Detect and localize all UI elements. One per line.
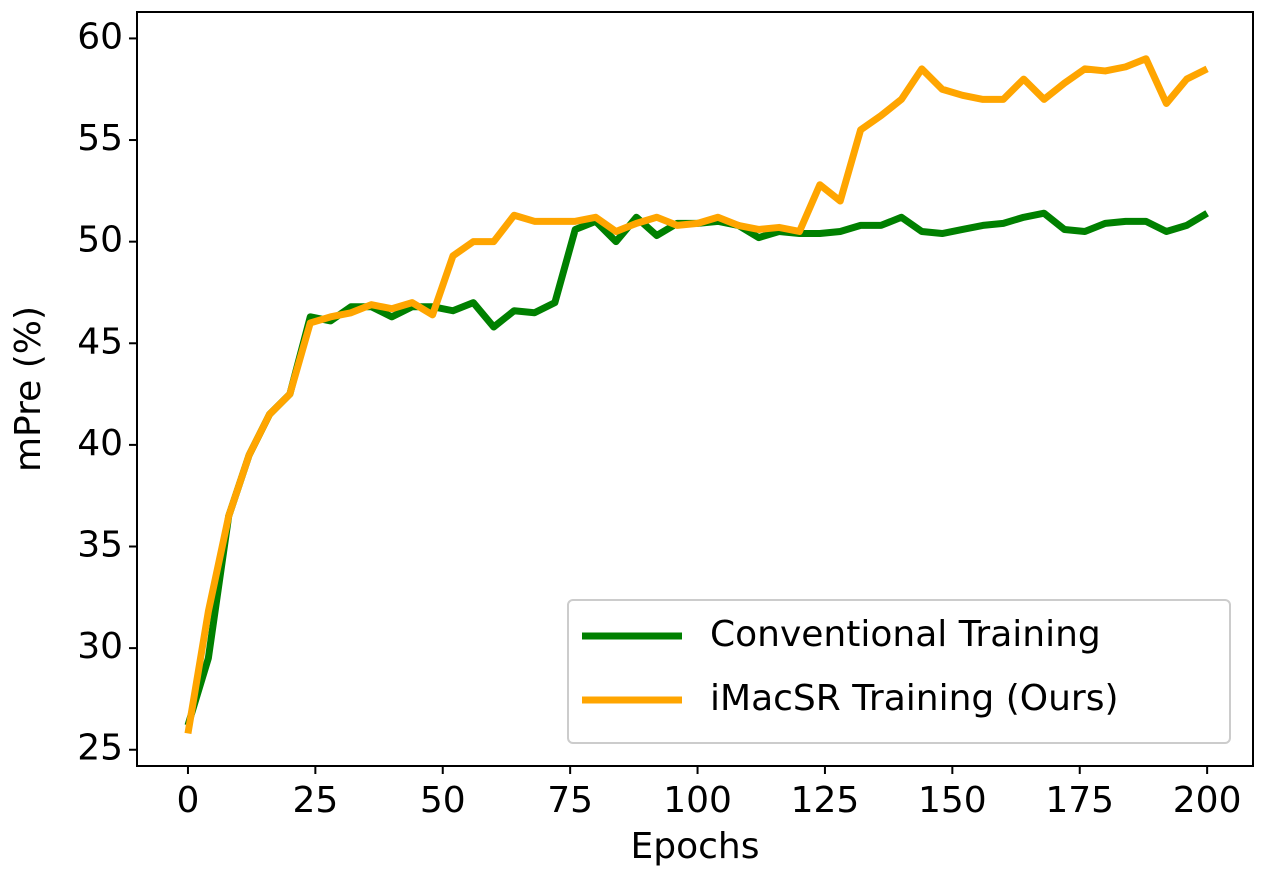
x-tick-label: 75 [547, 780, 593, 821]
y-tick-label: 40 [77, 423, 123, 464]
legend-box [567, 599, 1231, 744]
y-tick-label: 30 [77, 626, 123, 667]
x-tick-label: 25 [292, 780, 338, 821]
legend-label: Conventional Training [710, 614, 1101, 655]
x-tick-label: 50 [420, 780, 466, 821]
plot-frame [136, 11, 1254, 767]
x-tick-label: 0 [177, 780, 200, 821]
legend-label: iMacSR Training (Ours) [710, 678, 1119, 719]
x-axis-label: Epochs [631, 826, 760, 867]
y-tick-label: 25 [77, 728, 123, 769]
y-tick-label: 60 [77, 16, 123, 57]
y-tick-label: 45 [77, 321, 123, 362]
x-tick-label: 175 [1045, 780, 1114, 821]
series-line [184, 55, 1209, 735]
x-tick-label: 150 [918, 780, 987, 821]
y-tick-label: 50 [77, 220, 123, 261]
y-tick-label: 35 [77, 525, 123, 566]
y-axis-label: mPre (%) [8, 306, 49, 472]
x-tick-label: 200 [1173, 780, 1242, 821]
y-tick-label: 55 [77, 118, 123, 159]
x-tick-label: 125 [791, 780, 860, 821]
x-tick-label: 100 [663, 780, 732, 821]
